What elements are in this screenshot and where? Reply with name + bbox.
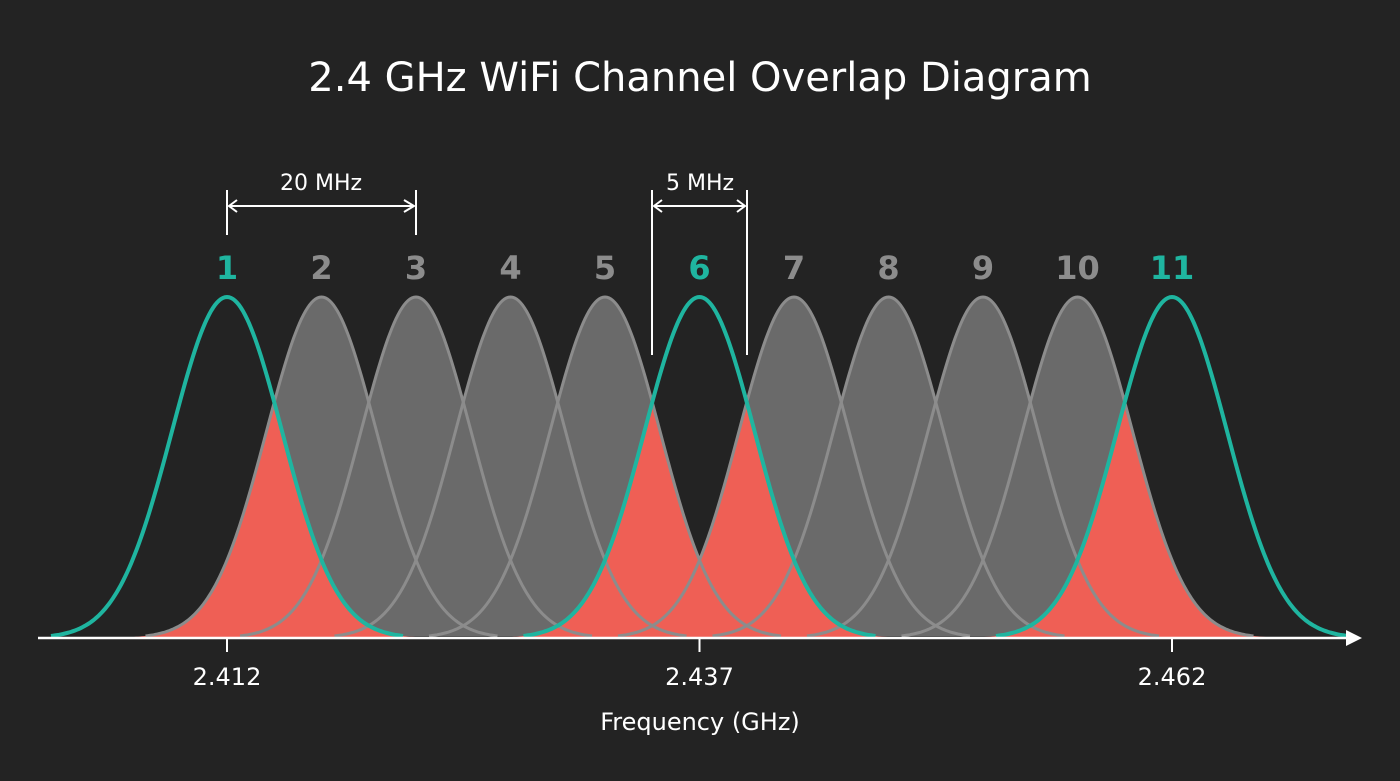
annotation-label: 5 MHz bbox=[666, 171, 734, 196]
channel-curve bbox=[239, 295, 593, 638]
x-axis-label: Frequency (GHz) bbox=[600, 708, 800, 736]
x-tick-label: 2.437 bbox=[665, 663, 734, 691]
channel-curve bbox=[995, 294, 1349, 638]
channel-label: 2 bbox=[310, 249, 332, 287]
channel-curve bbox=[901, 295, 1254, 638]
channel-curve bbox=[334, 295, 687, 638]
channel-label: 7 bbox=[783, 249, 805, 287]
x-axis bbox=[38, 630, 1362, 646]
channel-curve bbox=[428, 295, 782, 638]
overlap-area bbox=[60, 403, 1340, 638]
annotations bbox=[226, 190, 748, 355]
x-tick-label: 2.462 bbox=[1138, 663, 1207, 691]
x-tick-label: 2.412 bbox=[193, 663, 262, 691]
annotation-label: 20 MHz bbox=[280, 171, 362, 196]
channel-label: 10 bbox=[1055, 249, 1100, 287]
channel-label: 11 bbox=[1150, 249, 1195, 287]
channel-curve bbox=[617, 295, 971, 638]
channel-curve bbox=[712, 295, 1065, 638]
channel-label: 5 bbox=[594, 249, 616, 287]
title: 2.4 GHz WiFi Channel Overlap Diagram bbox=[308, 55, 1091, 101]
channel-curve bbox=[145, 295, 498, 638]
channel-label: 8 bbox=[877, 249, 899, 287]
bracket-arrows bbox=[227, 199, 416, 213]
channel-label: 1 bbox=[216, 249, 238, 287]
channel-label: 4 bbox=[499, 249, 521, 287]
curves bbox=[50, 294, 1349, 638]
bracket-arrows bbox=[652, 199, 747, 213]
channel-label: 6 bbox=[688, 249, 710, 287]
channel-curve bbox=[806, 295, 1160, 638]
channel-curve bbox=[50, 294, 404, 638]
channel-label: 3 bbox=[405, 249, 427, 287]
channel-curve bbox=[523, 294, 876, 638]
channel-label: 9 bbox=[972, 249, 994, 287]
axis-arrow bbox=[1346, 630, 1362, 646]
